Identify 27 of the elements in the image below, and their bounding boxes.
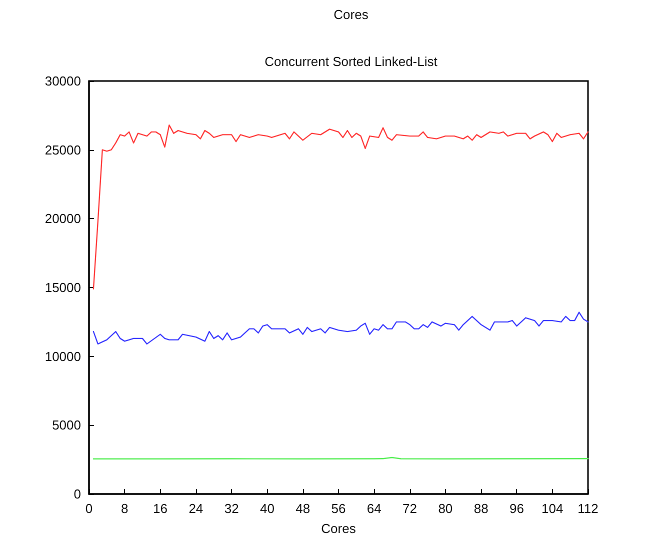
x-tick-label: 40 xyxy=(260,501,274,516)
x-tick-label: 48 xyxy=(296,501,310,516)
x-tick-label: 16 xyxy=(153,501,168,516)
x-tick-label: 64 xyxy=(366,501,382,516)
x-tick-label: 56 xyxy=(331,501,346,516)
x-tick-label: 72 xyxy=(402,501,418,516)
x-tick-label: 80 xyxy=(438,501,453,516)
x-tick-label: 8 xyxy=(121,501,128,516)
x-tick-label: 32 xyxy=(224,501,239,516)
x-axis-title: Cores xyxy=(321,521,356,536)
chart-title: Concurrent Sorted Linked-List xyxy=(264,54,438,69)
x-tick-label: 112 xyxy=(578,501,598,516)
y-tick-label: 15000 xyxy=(44,280,81,295)
y-tick-label: 25000 xyxy=(44,142,81,158)
y-tick-label: 0 xyxy=(74,486,81,502)
x-tick-label: 24 xyxy=(188,501,204,516)
x-tick-label: 0 xyxy=(85,501,93,516)
y-tick-label: 30000 xyxy=(44,74,81,88)
y-tick-label: 5000 xyxy=(52,418,81,433)
line-series xyxy=(92,312,589,345)
y-tick-label: 10000 xyxy=(44,348,81,364)
y-tick-label: 20000 xyxy=(44,211,81,226)
x-tick-label: 96 xyxy=(509,501,524,516)
line-series xyxy=(92,124,589,290)
x-tick-label: 88 xyxy=(474,501,488,516)
x-tick-label: 104 xyxy=(542,501,564,516)
text: Cores xyxy=(334,7,369,22)
